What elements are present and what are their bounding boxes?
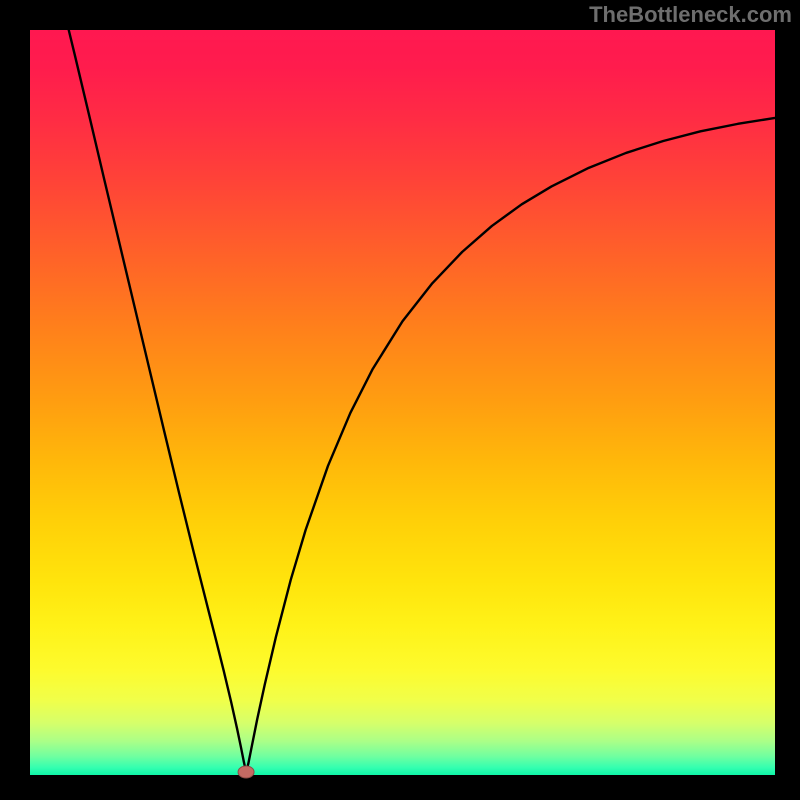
curve-minimum-marker	[238, 766, 254, 778]
watermark-text: TheBottleneck.com	[589, 2, 792, 28]
bottleneck-chart	[0, 0, 800, 800]
chart-container: TheBottleneck.com	[0, 0, 800, 800]
